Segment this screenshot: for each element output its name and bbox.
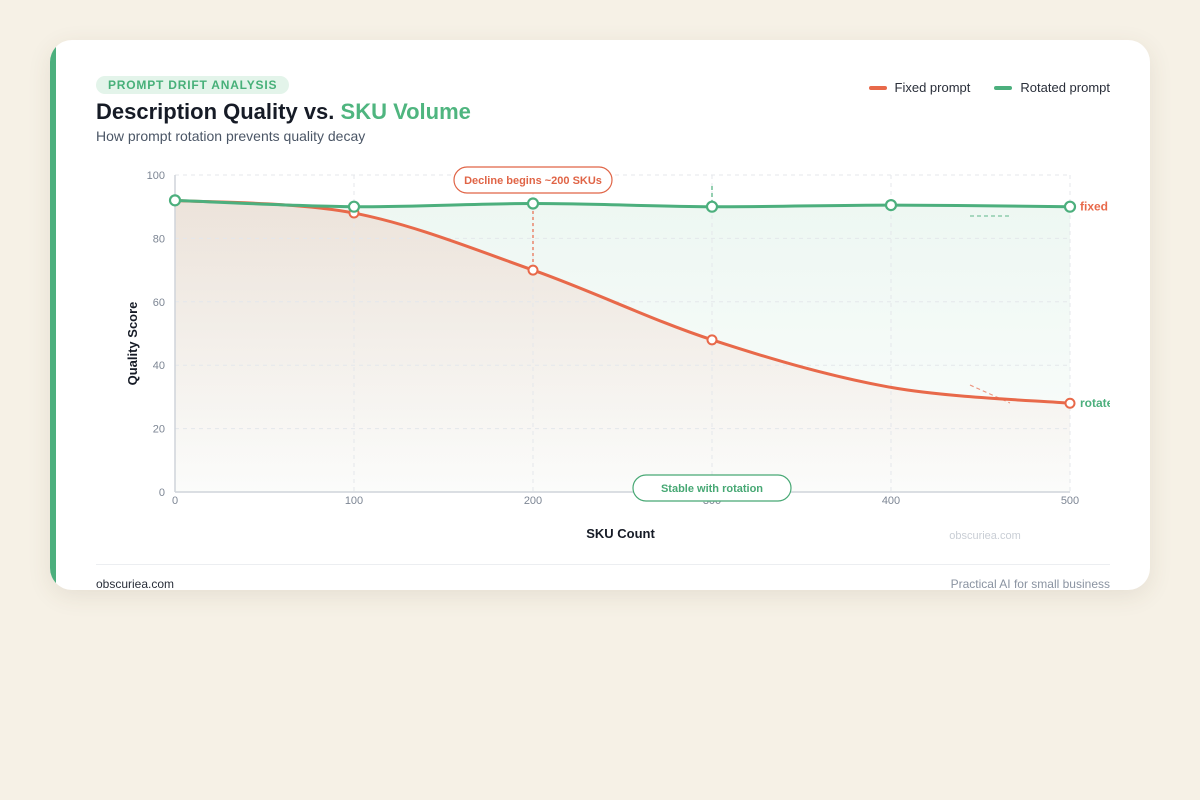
footer-site: obscuriea.com [96, 577, 175, 590]
chart-title-highlight: SKU Volume [340, 99, 471, 124]
chart-watermark: obscuriea.com [949, 530, 1021, 542]
rotated-prompt-point [526, 197, 540, 210]
x-tick-label: 500 [1061, 495, 1079, 507]
rotated-end-label: rotated [1080, 396, 1121, 410]
card-accent-bar [50, 40, 56, 590]
footer-divider [96, 564, 1110, 565]
y-tick-label: 80 [153, 233, 165, 245]
legend-item-rotated: Rotated prompt [994, 80, 1110, 95]
chart-title: Description Quality vs. SKU Volume [96, 99, 471, 125]
chart-legend: Fixed prompt Rotated prompt [868, 80, 1110, 95]
chart-title-main: Description Quality vs. [96, 99, 341, 124]
rotated-prompt-point [347, 200, 361, 213]
fixed-prompt-point [527, 264, 539, 276]
chart-subtitle: How prompt rotation prevents quality dec… [96, 128, 366, 144]
line-chart: 0204060801000100200300400500SKU CountQua… [125, 166, 1121, 542]
y-axis-title: Quality Score [125, 302, 140, 386]
decline-annotation-pill [453, 166, 613, 194]
legend-item-fixed: Fixed prompt [868, 80, 971, 95]
stable-annotation-text: Stable with rotation [661, 483, 763, 495]
rotated-prompt-point [705, 200, 719, 213]
x-tick-label: 400 [882, 495, 900, 507]
legend-swatch-rotated [994, 85, 1013, 90]
fixed-end-label: fixed [1080, 200, 1108, 214]
chart-card: PROMPT DRIFT ANALYSIS Description Qualit… [50, 40, 1150, 590]
y-tick-label: 40 [153, 360, 165, 372]
fixed-area [175, 200, 1070, 493]
decline-annotation-text: Decline begins ~200 SKUs [464, 175, 602, 187]
y-tick-label: 20 [153, 424, 165, 436]
rotated-prompt-line [173, 198, 1072, 209]
x-tick-label: 0 [172, 495, 178, 507]
y-tick-label: 60 [153, 297, 165, 309]
legend-label-rotated: Rotated prompt [1020, 80, 1110, 95]
fixed-prompt-point [706, 334, 718, 346]
y-tick-label: 0 [159, 487, 165, 499]
fixed-prompt-line [173, 198, 1072, 405]
legend-swatch-fixed [868, 85, 887, 90]
fixed-prompt-point [1064, 397, 1076, 409]
x-tick-label: 200 [524, 495, 542, 507]
rotated-prompt-point [168, 194, 182, 207]
footer-tagline: Practical AI for small business [950, 577, 1110, 590]
rotated-prompt-point [884, 199, 898, 212]
stable-annotation-pill [632, 474, 792, 502]
x-axis-title: SKU Count [586, 526, 655, 541]
y-tick-label: 100 [147, 170, 165, 182]
legend-label-fixed: Fixed prompt [894, 80, 971, 95]
category-badge: PROMPT DRIFT ANALYSIS [96, 76, 290, 94]
x-tick-label: 100 [345, 495, 363, 507]
rotated-prompt-point [1063, 200, 1077, 213]
